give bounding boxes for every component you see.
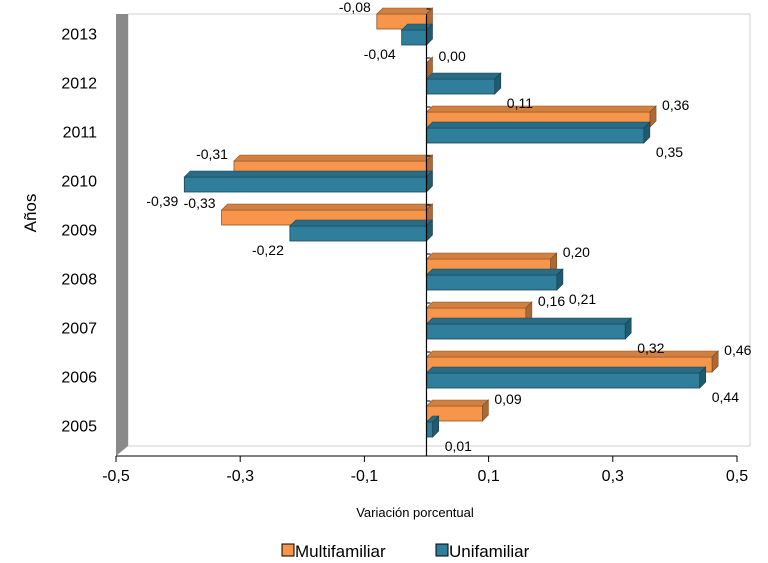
bar-unifamiliar xyxy=(401,29,427,46)
data-label-unifamiliar: 0,35 xyxy=(656,144,683,160)
bar-unifamiliar xyxy=(289,225,427,242)
bar-unifamiliar xyxy=(426,323,626,340)
data-label-multifamiliar: 0,16 xyxy=(538,293,565,309)
data-label-multifamiliar: -0,31 xyxy=(196,146,228,162)
legend: Multifamiliar Unifamiliar xyxy=(281,542,530,561)
bar-top-multifamiliar xyxy=(233,154,434,162)
bar-side-unifamiliar xyxy=(699,366,707,389)
bar-unifamiliar xyxy=(426,372,701,389)
y-tick-label: 2007 xyxy=(61,321,97,338)
legend-swatch-unifamiliar xyxy=(435,543,449,557)
data-label-unifamiliar: 0,11 xyxy=(507,95,533,111)
bar-top-multifamiliar xyxy=(425,252,558,260)
bar-unifamiliar xyxy=(183,176,427,193)
bar-top-unifamiliar xyxy=(425,72,502,80)
data-label-unifamiliar: -0,39 xyxy=(146,193,178,209)
bar-top-multifamiliar xyxy=(425,350,719,358)
bar-unifamiliar xyxy=(426,421,434,438)
bar-top-multifamiliar xyxy=(425,399,490,407)
plot-left-wall xyxy=(116,14,128,456)
data-label-unifamiliar: 0,44 xyxy=(712,389,739,405)
data-label-multifamiliar: 0,00 xyxy=(439,48,466,64)
y-tick-label: 2009 xyxy=(61,223,97,240)
bar-unifamiliar xyxy=(426,127,645,144)
bars-layer xyxy=(183,7,719,438)
y-tick-label: 2013 xyxy=(61,27,97,44)
y-tick-label: 2005 xyxy=(61,419,97,436)
data-label-unifamiliar: 0,21 xyxy=(569,291,596,307)
data-label-multifamiliar: 0,20 xyxy=(563,244,590,260)
legend-label-unifamiliar: Unifamiliar xyxy=(449,542,530,561)
x-tick-label: 0,5 xyxy=(726,468,748,485)
x-tick-label: -0,1 xyxy=(351,468,379,485)
y-tick-label: 2012 xyxy=(61,76,97,93)
data-label-multifamiliar: 0,46 xyxy=(724,342,751,358)
x-tick-label: 0,3 xyxy=(602,468,624,485)
bar-side-multifamiliar xyxy=(711,350,719,373)
data-label-unifamiliar: -0,22 xyxy=(252,242,284,258)
bar-top-unifamiliar xyxy=(425,268,564,276)
data-label-multifamiliar: -0,33 xyxy=(184,195,216,211)
x-tick-label: -0,3 xyxy=(226,468,254,485)
bar-top-unifamiliar xyxy=(425,121,651,129)
bar-side-multifamiliar xyxy=(482,399,489,422)
bar-side-unifamiliar xyxy=(643,121,651,144)
data-label-multifamiliar: 0,09 xyxy=(494,391,521,407)
bar-side-unifamiliar xyxy=(432,415,440,438)
x-axis-title: Variación porcentual xyxy=(356,505,474,520)
data-label-multifamiliar: -0,08 xyxy=(339,0,371,15)
bar-unifamiliar xyxy=(426,274,558,291)
bar-top-multifamiliar xyxy=(220,203,434,211)
bar-side-unifamiliar xyxy=(624,317,632,340)
x-tick-label: 0,1 xyxy=(477,468,499,485)
labels-layer: 2005 0,09 0,01 2006 0,46 0,44 2007 0,16 0,32 2008… xyxy=(61,0,751,485)
data-label-unifamiliar: 0,01 xyxy=(445,438,472,454)
bar-side-unifamiliar xyxy=(556,268,564,291)
bar-side-unifamiliar xyxy=(494,72,502,95)
y-axis-title: Años xyxy=(21,194,40,233)
bar-top-multifamiliar xyxy=(376,7,434,15)
legend-swatch-multifamiliar xyxy=(281,543,295,557)
x-tick-label: -0,5 xyxy=(102,468,130,485)
y-tick-label: 2011 xyxy=(63,125,98,142)
data-label-multifamiliar: 0,36 xyxy=(662,97,689,113)
y-tick-label: 2010 xyxy=(61,174,97,191)
axis-layer xyxy=(115,8,738,462)
legend-label-multifamiliar: Multifamiliar xyxy=(295,542,386,561)
data-label-unifamiliar: 0,32 xyxy=(637,340,664,356)
bar-top-multifamiliar xyxy=(425,301,533,309)
bar-top-unifamiliar xyxy=(425,366,707,374)
bar-top-unifamiliar xyxy=(425,317,632,325)
y-tick-label: 2006 xyxy=(61,370,97,387)
data-label-unifamiliar: -0,04 xyxy=(364,46,396,62)
bar-unifamiliar xyxy=(426,78,496,95)
bar-top-unifamiliar xyxy=(183,170,434,178)
bar-top-unifamiliar xyxy=(289,219,434,227)
bar-top-multifamiliar xyxy=(425,105,657,113)
y-tick-label: 2008 xyxy=(61,272,97,289)
